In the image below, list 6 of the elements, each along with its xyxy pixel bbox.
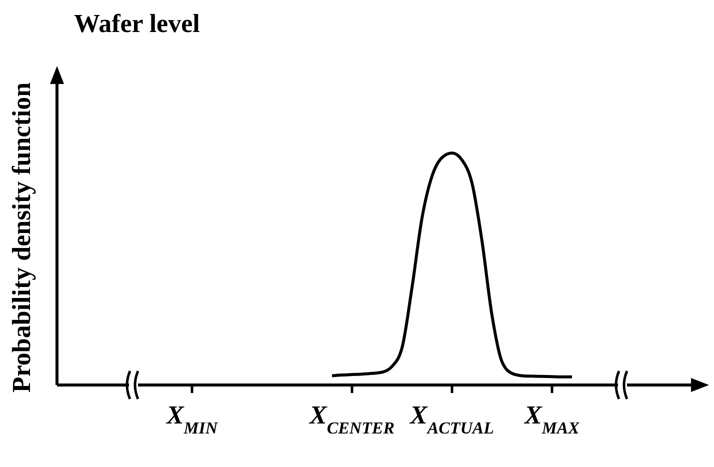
chart-title: Wafer level: [74, 9, 200, 38]
x-tick-label: X$_{CENTER}$: [308, 400, 394, 437]
x-tick-label: X$_{MAX}$: [524, 400, 580, 437]
x-tick-label: X$_{ACTUAL}$: [409, 400, 494, 437]
x-tick-label: X$_{MIN}$: [165, 400, 218, 437]
y-axis-title: Probability density function: [7, 82, 36, 393]
